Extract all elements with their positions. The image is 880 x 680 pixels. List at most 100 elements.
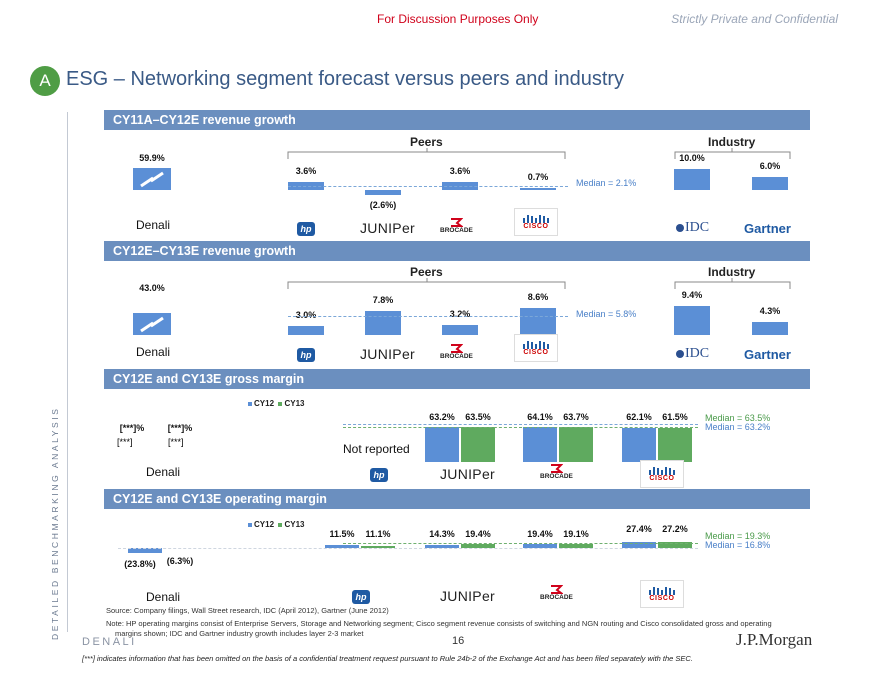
hp-not-reported: Not reported <box>343 442 410 456</box>
denali-label-1: Denali <box>136 218 171 232</box>
cisco-logo: CISCO <box>514 334 558 362</box>
page-number: 16 <box>452 635 465 647</box>
legend-cy12-label: CY12 <box>254 520 275 529</box>
idc-globe-icon <box>676 350 684 358</box>
juniper-logo-text: JUNIPer <box>360 346 415 362</box>
sidebar-divider <box>67 112 68 632</box>
denali-label-2: Denali <box>136 345 171 359</box>
denali-label-4: Denali <box>146 590 181 604</box>
denali-redacted-cy13: [***] <box>168 437 184 447</box>
value-label: 19.1% <box>563 529 589 539</box>
value-label: 27.4% <box>626 524 652 534</box>
legend-cy13-label: CY13 <box>284 399 305 408</box>
bar <box>325 545 359 548</box>
median-label: Median = 19.3% <box>705 531 771 541</box>
bar <box>622 541 656 548</box>
value-label: (23.8%) <box>124 559 156 569</box>
value-label: (6.3%) <box>166 556 194 566</box>
value-label: [***]% <box>119 423 145 433</box>
hp-logo: hp <box>297 348 315 362</box>
juniper-logo: JUNIPer <box>360 346 415 362</box>
section-band-gross-margin: CY12E and CY13E gross margin <box>104 369 810 389</box>
value-label: 10.0% <box>679 153 705 163</box>
value-label: 0.7% <box>527 172 549 182</box>
bar <box>674 169 710 190</box>
cisco-logo-text: CISCO <box>523 223 549 230</box>
denali-redacted-cy12: [***] <box>117 437 133 447</box>
cisco-logo-text: CISCO <box>649 595 675 602</box>
legend-cy13-label: CY13 <box>284 520 305 529</box>
section-band-operating-margin: CY12E and CY13E operating margin <box>104 489 810 509</box>
juniper-logo: JUNIPer <box>440 588 495 604</box>
juniper-logo: JUNIPer <box>360 220 415 236</box>
bar <box>425 427 459 462</box>
hp-logo: hp <box>352 590 370 604</box>
juniper-logo-text: JUNIPer <box>440 466 495 482</box>
page-title: ESG – Networking segment forecast versus… <box>66 68 625 90</box>
cisco-bars-icon <box>649 587 675 595</box>
value-label: 64.1% <box>527 412 553 422</box>
value-label: 3.6% <box>295 166 317 177</box>
value-label: 9.4% <box>681 289 703 300</box>
value-label: 62.1% <box>626 412 652 422</box>
legend-operating: CY12 CY13 <box>248 520 304 529</box>
cisco-bars-icon <box>649 467 675 475</box>
value-label: 63.2% <box>429 412 455 422</box>
legend-cy12-swatch <box>248 401 252 406</box>
confidential-footnote: [***] indicates information that has bee… <box>82 654 693 663</box>
hp-logo-mark: hp <box>370 468 388 482</box>
bar <box>523 543 557 548</box>
bar <box>658 542 692 548</box>
value-label: 11.5% <box>329 529 355 539</box>
bar <box>658 428 692 462</box>
gartner-logo-text: Gartner <box>744 221 791 236</box>
bar <box>520 308 556 335</box>
value-label: 43.0% <box>139 283 165 293</box>
gartner-logo: Gartner <box>744 221 791 236</box>
value-label: (2.6%) <box>369 200 397 211</box>
brocade-mark-icon <box>451 218 464 227</box>
denali-label-3: Denali <box>146 465 181 479</box>
bar <box>752 177 788 190</box>
cisco-logo-text: CISCO <box>649 475 675 482</box>
value-label: 59.9% <box>139 153 165 163</box>
value-label: 6.0% <box>759 161 781 172</box>
bar <box>425 544 459 548</box>
legend-cy13-swatch <box>278 401 283 406</box>
value-label: 19.4% <box>527 529 553 539</box>
brocade-logo: BROCADE <box>440 344 473 360</box>
bar <box>442 325 478 335</box>
section-badge: A <box>30 66 60 96</box>
cisco-logo: CISCO <box>640 460 684 488</box>
value-label: 7.8% <box>372 294 394 305</box>
bar <box>752 321 788 335</box>
median-label: Median = 16.8% <box>705 540 771 550</box>
value-label: 27.2% <box>662 524 688 534</box>
median-line <box>288 186 568 187</box>
brocade-logo: BROCADE <box>440 218 473 234</box>
industry-label-2: Industry <box>708 265 756 279</box>
value-label: 8.6% <box>527 292 549 303</box>
confidential-label: Strictly Private and Confidential <box>671 12 838 26</box>
value-label: 19.4% <box>465 529 491 539</box>
idc-logo-text: IDC <box>685 220 710 235</box>
legend-cy12-swatch <box>248 522 252 527</box>
legend-cy13-swatch <box>278 522 283 527</box>
hp-logo-mark: hp <box>352 590 370 604</box>
idc-logo: IDC <box>675 346 709 362</box>
median-label: Median = 63.5% <box>705 413 771 423</box>
median-line <box>118 548 698 549</box>
median-line <box>343 424 698 425</box>
bar <box>559 543 593 548</box>
brocade-logo-text: BROCADE <box>440 353 473 360</box>
industry-label-1: Industry <box>708 135 756 149</box>
value-label: 3.0% <box>295 309 317 320</box>
value-label: 63.5% <box>465 412 491 422</box>
brocade-logo-text: BROCADE <box>540 473 573 480</box>
discussion-label: For Discussion Purposes Only <box>377 12 539 26</box>
brocade-mark-icon <box>551 464 564 473</box>
gartner-logo: Gartner <box>744 347 791 362</box>
median-label: Median = 63.2% <box>705 422 771 432</box>
note-line-2: margins shown; IDC and Gartner industry … <box>115 629 364 638</box>
brocade-logo: BROCADE <box>540 585 573 601</box>
